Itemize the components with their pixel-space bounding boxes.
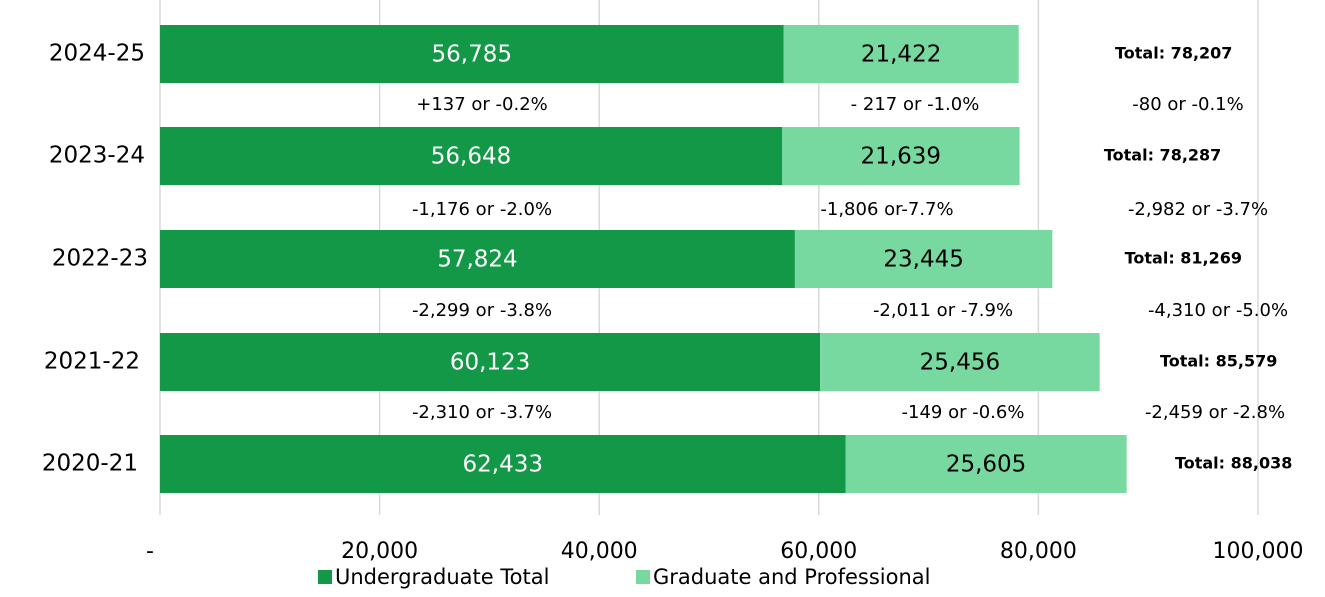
change-label: -2,299 or -3.8% (412, 300, 552, 321)
bar-segment (160, 333, 821, 391)
total-label: Total: 85,579 (1160, 352, 1277, 371)
bar-segment (160, 435, 846, 493)
bar-segment (845, 435, 1127, 493)
value-label: 56,785 (432, 42, 512, 68)
bar-segment (160, 127, 782, 185)
value-label: 60,123 (450, 350, 530, 376)
change-label: -2,011 or -7.9% (873, 300, 1013, 321)
category-label: 2020-21 (42, 451, 138, 477)
value-label: 23,445 (883, 247, 963, 273)
change-label: -149 or -0.6% (902, 402, 1025, 423)
change-label: +137 or -0.2% (416, 94, 548, 115)
bar-segment (783, 25, 1019, 83)
change-label: -2,310 or -3.7% (412, 402, 552, 423)
total-label: Total: 88,038 (1175, 454, 1292, 473)
total-label: Total: 81,269 (1125, 249, 1242, 268)
x-tick-label: 80,000 (1000, 539, 1077, 564)
value-label: 25,605 (946, 452, 1026, 478)
x-tick-label: 20,000 (341, 539, 418, 564)
category-label: 2024-25 (49, 41, 145, 67)
change-label: -1,806 or-7.7% (820, 199, 953, 220)
bar-segment (160, 25, 784, 83)
x-tick-label: 100,000 (1213, 539, 1304, 564)
total-label: Total: 78,287 (1104, 146, 1221, 165)
change-label: -80 or -0.1% (1132, 94, 1243, 115)
total-label: Total: 78,207 (1115, 44, 1232, 63)
legend-label: Graduate and Professional (653, 565, 931, 589)
change-label: - 217 or -1.0% (851, 94, 980, 115)
legend-label: Undergraduate Total (335, 565, 549, 589)
value-label: 21,639 (861, 144, 941, 170)
bar-segment (781, 127, 1020, 185)
category-label: 2022-23 (52, 246, 148, 272)
legend-swatch (318, 570, 332, 584)
value-label: 62,433 (463, 452, 543, 478)
x-tick-label: 40,000 (561, 539, 638, 564)
bar-segment (160, 230, 795, 288)
change-label: -2,982 or -3.7% (1128, 199, 1268, 220)
bar-segment (794, 230, 1053, 288)
category-label: 2023-24 (49, 143, 145, 169)
change-label: -1,176 or -2.0% (412, 199, 552, 220)
value-label: 56,648 (431, 144, 511, 170)
bar-segment (820, 333, 1100, 391)
change-label: -2,459 or -2.8% (1145, 402, 1285, 423)
x-tick-label: - (146, 539, 154, 564)
change-label: -4,310 or -5.0% (1148, 300, 1288, 321)
value-label: 21,422 (861, 42, 941, 68)
category-label: 2021-22 (44, 349, 140, 375)
x-tick-label: 60,000 (780, 539, 857, 564)
value-label: 25,456 (920, 350, 1000, 376)
legend-swatch (636, 570, 650, 584)
value-label: 57,824 (437, 247, 517, 273)
